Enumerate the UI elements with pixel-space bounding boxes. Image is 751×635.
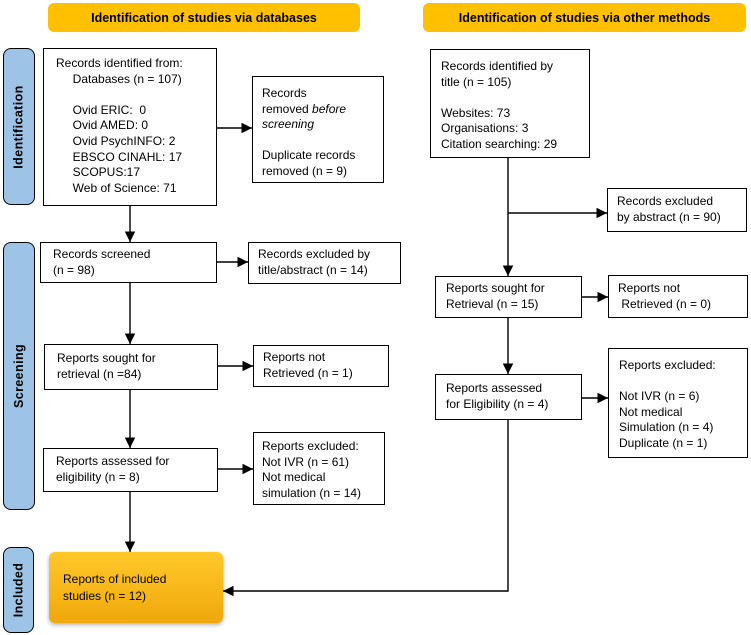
stage-screening: Screening	[3, 242, 35, 510]
reports-sought-left-text: Reports sought for retrieval (n =84)	[57, 351, 156, 381]
stage-included-label: Included	[11, 562, 26, 618]
box-records-screened: Records screened (n = 98)	[40, 242, 217, 283]
excluded-title-abstract-text: Records excluded by title/abstract (n = …	[258, 247, 371, 277]
reports-sought-right-text: Reports sought for Retrieval (n = 15)	[446, 281, 545, 311]
header-databases: Identification of studies via databases	[48, 3, 360, 32]
excluded-abstract-text: Records excluded by abstract (n = 90)	[617, 194, 721, 224]
box-assessed-eligibility-right: Reports assessed for Eligibility (n = 4)	[435, 374, 582, 420]
box-records-identified-title: Records identified by title (n = 105) We…	[430, 49, 590, 158]
header-databases-label: Identification of studies via databases	[91, 10, 317, 25]
stage-identification-label: Identification	[12, 84, 27, 169]
assessed-eligibility-right-text: Reports assessed for Eligibility (n = 4)	[446, 381, 549, 411]
header-other-methods: Identification of studies via other meth…	[423, 3, 746, 32]
stage-included: Included	[3, 547, 34, 633]
box-included-studies: Reports of included studies (n = 12)	[49, 552, 223, 623]
records-removed-text: Records removed before screening Duplica…	[262, 86, 356, 178]
box-reports-sought-left: Reports sought for retrieval (n =84)	[44, 344, 218, 390]
header-other-methods-label: Identification of studies via other meth…	[458, 10, 711, 25]
reports-excluded-left-text: Reports excluded: Not IVR (n = 61) Not m…	[262, 439, 362, 500]
box-excluded-abstract: Records excluded by abstract (n = 90)	[607, 188, 747, 232]
stage-identification: Identification	[3, 48, 35, 205]
reports-excluded-right-text: Reports excluded: Not IVR (n = 6) Not me…	[619, 358, 716, 450]
box-excluded-title-abstract: Records excluded by title/abstract (n = …	[248, 242, 401, 284]
box-assessed-eligibility-left: Reports assessed for eligibility (n = 8)	[43, 448, 218, 492]
records-identified-title-text: Records identified by title (n = 105) We…	[441, 59, 558, 151]
assessed-eligibility-left-text: Reports assessed for eligibility (n = 8)	[56, 454, 170, 484]
box-not-retrieved-right: Reports not Retrieved (n = 0)	[608, 275, 748, 318]
box-records-identified-databases: Records identified from: Databases (n = …	[43, 48, 217, 206]
box-records-removed-before-screening: Records removed before screening Duplica…	[252, 76, 384, 183]
box-reports-excluded-right: Reports excluded: Not IVR (n = 6) Not me…	[608, 348, 748, 458]
box-not-retrieved-left: Reports not Retrieved (n = 1)	[253, 345, 389, 387]
not-retrieved-right-text: Reports not Retrieved (n = 0)	[618, 280, 712, 311]
box-reports-excluded-left: Reports excluded: Not IVR (n = 61) Not m…	[253, 432, 385, 505]
not-retrieved-left-text: Reports not Retrieved (n = 1)	[263, 350, 353, 380]
included-studies-text: Reports of included studies (n = 12)	[63, 572, 167, 603]
records-screened-text: Records screened (n = 98)	[53, 246, 151, 277]
box-reports-sought-right: Reports sought for Retrieval (n = 15)	[435, 276, 582, 318]
stage-screening-label: Screening	[12, 343, 27, 409]
records-identified-databases-text: Records identified from: Databases (n = …	[56, 56, 183, 195]
